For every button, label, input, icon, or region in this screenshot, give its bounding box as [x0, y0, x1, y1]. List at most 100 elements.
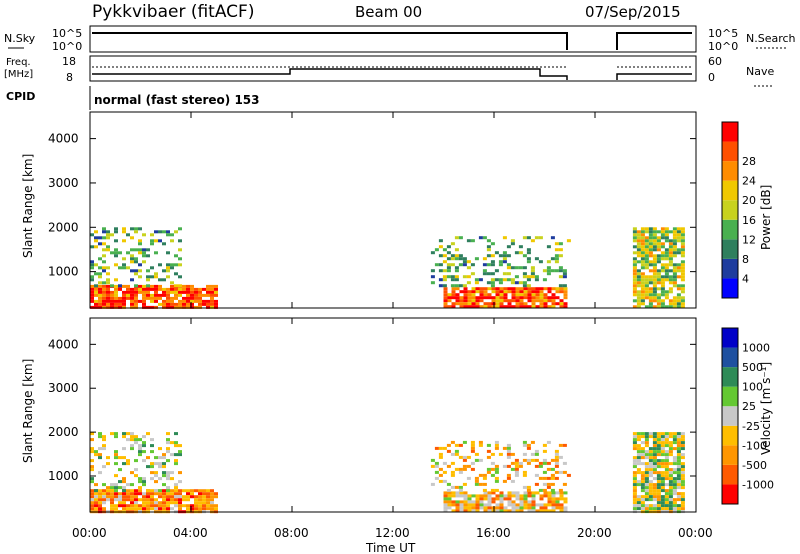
velocity-cell	[640, 501, 645, 505]
power-cell	[640, 281, 645, 285]
power-cell	[138, 275, 142, 279]
velocity-cell	[126, 489, 130, 493]
power-cell	[142, 305, 146, 309]
power-cell	[130, 269, 134, 273]
power-cell	[632, 236, 637, 240]
power-cell	[676, 227, 681, 231]
power-cell	[150, 287, 154, 291]
nsky-label: N.Sky	[4, 32, 36, 45]
velocity-cell	[648, 432, 653, 436]
power-cell	[486, 248, 491, 252]
power-cell	[652, 263, 657, 267]
velocity-cell	[672, 477, 677, 481]
velocity-cell	[526, 458, 531, 462]
velocity-cell	[546, 476, 551, 480]
x-tick-label: 08:00	[274, 526, 309, 540]
velocity-cell	[438, 467, 443, 471]
velocity-cell	[170, 507, 174, 511]
velocity-cell	[118, 456, 122, 460]
power-cell	[106, 278, 110, 282]
power-cell	[543, 287, 548, 291]
power-cell	[94, 290, 98, 294]
velocity-cell	[459, 506, 464, 510]
power-cell	[676, 236, 681, 240]
power-cell	[652, 281, 657, 285]
power-cell	[114, 284, 118, 288]
power-cell	[660, 305, 665, 309]
velocity-cell	[487, 503, 492, 507]
velocity-cell	[506, 473, 511, 477]
velocity-cell	[474, 482, 479, 486]
velocity-colorbar-segment	[722, 445, 738, 465]
velocity-cell	[656, 495, 661, 499]
velocity-cell	[648, 474, 653, 478]
power-cell	[194, 305, 198, 309]
power-cell	[648, 269, 653, 273]
power-cell	[531, 299, 536, 303]
velocity-cell	[660, 462, 665, 466]
velocity-cell	[130, 498, 134, 502]
power-cell	[174, 293, 178, 297]
velocity-cell	[660, 477, 665, 481]
velocity-cell	[534, 458, 539, 462]
power-cell	[680, 233, 685, 237]
velocity-cell	[668, 495, 673, 499]
velocity-cell	[530, 458, 535, 462]
velocity-cell	[458, 467, 463, 471]
power-cell	[531, 290, 536, 294]
velocity-cell	[138, 444, 142, 448]
velocity-cell	[519, 497, 524, 501]
power-cell	[442, 278, 447, 282]
velocity-cell	[122, 501, 126, 505]
power-colorbar-tick-label: 24	[742, 175, 756, 188]
velocity-cell	[174, 495, 178, 499]
velocity-cell	[178, 495, 182, 499]
power-cell	[499, 287, 504, 291]
power-cell	[539, 296, 544, 300]
velocity-cell	[446, 488, 451, 492]
power-cell	[154, 299, 158, 303]
velocity-cell	[551, 509, 556, 513]
power-cell	[90, 245, 94, 249]
velocity-cell	[467, 494, 472, 498]
velocity-cell	[652, 504, 657, 508]
power-cell	[636, 290, 641, 294]
velocity-cell	[158, 462, 162, 466]
velocity-cell	[499, 491, 504, 495]
velocity-cell	[514, 461, 519, 465]
velocity-cell	[558, 488, 563, 492]
velocity-cell	[640, 498, 645, 502]
power-cell	[519, 302, 524, 306]
velocity-cell	[499, 503, 504, 507]
velocity-cell	[547, 497, 552, 501]
power-cell	[668, 278, 673, 282]
velocity-cell	[130, 444, 134, 448]
velocity-cell	[467, 500, 472, 504]
power-cell	[98, 266, 102, 270]
power-cell	[102, 236, 106, 240]
velocity-cell	[644, 498, 649, 502]
velocity-cell	[648, 453, 653, 457]
x-tick-label: 12:00	[375, 526, 410, 540]
velocity-cell	[652, 459, 657, 463]
velocity-cell	[174, 462, 178, 466]
power-cell	[664, 269, 669, 273]
velocity-cell	[676, 438, 681, 442]
power-cell	[134, 269, 138, 273]
power-cell	[644, 293, 649, 297]
power-cell	[102, 299, 106, 303]
power-cell	[648, 248, 653, 252]
velocity-cell	[150, 444, 154, 448]
velocity-cell	[555, 503, 560, 507]
velocity-cell	[475, 503, 480, 507]
power-cell	[483, 296, 488, 300]
power-cell	[162, 230, 166, 234]
power-cell	[644, 287, 649, 291]
velocity-cell	[494, 476, 499, 480]
power-cell	[126, 284, 130, 288]
velocity-cell	[559, 506, 564, 510]
velocity-cell	[138, 438, 142, 442]
power-cell	[194, 287, 198, 291]
power-colorbar-tick-label: 12	[742, 233, 756, 246]
power-cell	[543, 293, 548, 297]
